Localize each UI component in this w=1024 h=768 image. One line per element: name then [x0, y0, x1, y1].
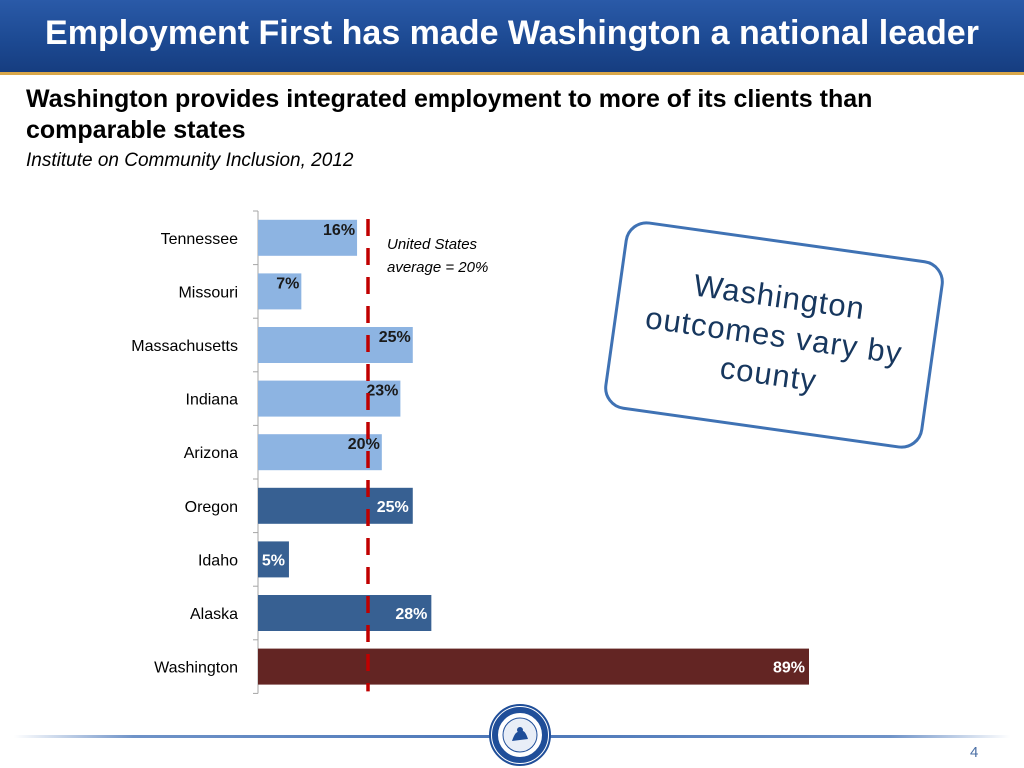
- bar-missouri: [258, 273, 302, 310]
- bar-idaho: [258, 541, 289, 578]
- bar-alaska: [258, 595, 432, 631]
- state-auditor-seal-icon: [489, 704, 551, 766]
- title-bar: Employment First has made Washington a n…: [0, 0, 1024, 75]
- page-number: 4: [970, 744, 979, 761]
- data-label-missouri: 7%: [276, 275, 299, 292]
- category-label-tennessee: Tennessee: [161, 231, 238, 248]
- data-label-arizona: 20%: [348, 436, 380, 453]
- bar-tennessee: [258, 219, 358, 256]
- category-label-arizona: Arizona: [184, 445, 238, 462]
- category-label-missouri: Missouri: [178, 284, 238, 301]
- data-label-indiana: 23%: [366, 383, 398, 400]
- data-label-massachusetts: 25%: [379, 329, 411, 346]
- us-average-note: United States average = 20%: [387, 233, 488, 279]
- bar-arizona: [258, 434, 382, 471]
- category-label-alaska: Alaska: [190, 606, 238, 623]
- bar-indiana: [258, 380, 401, 417]
- data-label-washington: 89%: [773, 660, 805, 677]
- us-average-note-line2: average = 20%: [387, 259, 489, 276]
- category-label-massachusetts: Massachusetts: [131, 338, 238, 355]
- category-label-oregon: Oregon: [185, 499, 238, 516]
- data-label-oregon: 25%: [377, 499, 409, 516]
- category-label-indiana: Indiana: [186, 392, 239, 409]
- bar-washington: [258, 648, 809, 685]
- bar-oregon: [258, 487, 413, 524]
- category-label-washington: Washington: [154, 660, 238, 677]
- data-label-tennessee: 16%: [323, 222, 355, 239]
- source-citation: Institute on Community Inclusion, 2012: [26, 150, 354, 171]
- bar-massachusetts: [258, 327, 413, 363]
- category-label-idaho: Idaho: [198, 552, 238, 569]
- slide-title: Employment First has made Washington a n…: [45, 14, 979, 52]
- us-average-note-line1: United States: [387, 236, 478, 253]
- county-callout-text: Washington outcomes vary by county: [643, 267, 905, 398]
- slide-subtitle: Washington provides integrated employmen…: [26, 85, 873, 144]
- data-label-idaho: 5%: [262, 552, 285, 569]
- data-label-alaska: 28%: [395, 606, 427, 623]
